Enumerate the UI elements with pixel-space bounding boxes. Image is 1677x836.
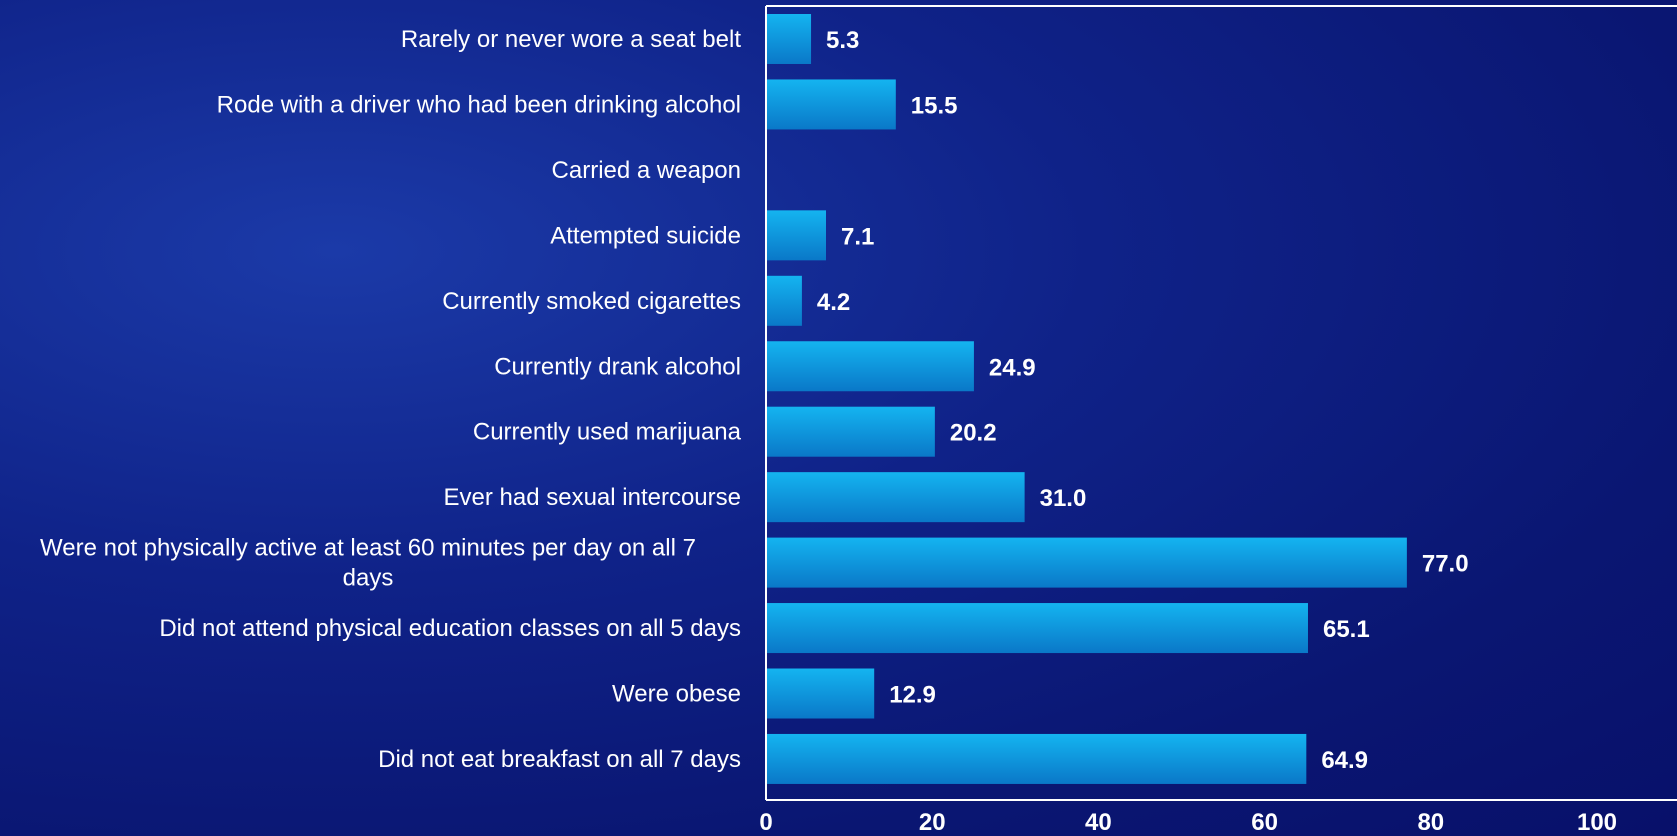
category-label-12: Did not eat breakfast on all 7 days <box>378 746 741 773</box>
category-label-1: Rarely or never wore a seat belt <box>401 26 741 53</box>
x-tick-label-20: 20 <box>919 809 946 836</box>
x-axis-ticks: 0 20 40 60 80 100 <box>759 809 1617 836</box>
bar-2 <box>767 79 896 130</box>
value-label-10: 65.1 <box>1323 616 1370 643</box>
value-label-9: 77.0 <box>1422 551 1469 578</box>
value-labels: 5.3 15.5 7.1 4.2 24.9 20.2 31.0 77.0 65.1 12.9 64.… <box>817 27 1469 774</box>
value-label-1: 5.3 <box>826 27 859 54</box>
value-label-4: 7.1 <box>841 223 874 250</box>
category-label-9: Were not physically active at least 60 m… <box>40 535 696 592</box>
bars-group <box>767 14 1407 784</box>
category-label-4: Attempted suicide <box>550 222 741 249</box>
value-label-8: 31.0 <box>1040 485 1087 512</box>
bar-6 <box>767 341 974 392</box>
category-label-line: Were not physically active at least 60 m… <box>40 535 696 562</box>
value-label-2: 15.5 <box>911 92 958 119</box>
bar-8 <box>767 472 1025 523</box>
category-label-3: Carried a weapon <box>552 157 741 184</box>
value-label-5: 4.2 <box>817 289 850 316</box>
bar-9 <box>767 537 1407 588</box>
category-labels: Rarely or never wore a seat belt Rode wit… <box>40 26 742 773</box>
bar-7 <box>767 406 935 457</box>
category-label-6: Currently drank alcohol <box>494 353 741 380</box>
value-label-11: 12.9 <box>889 682 936 709</box>
x-tick-label-0: 0 <box>759 809 772 836</box>
category-label-line: days <box>343 565 394 592</box>
value-label-12: 64.9 <box>1321 747 1368 774</box>
category-label-5: Currently smoked cigarettes <box>442 288 741 315</box>
category-label-7: Currently used marijuana <box>473 419 742 446</box>
x-tick-label-40: 40 <box>1085 809 1112 836</box>
x-tick-label-80: 80 <box>1417 809 1444 836</box>
value-label-6: 24.9 <box>989 354 1036 381</box>
bar-1 <box>767 14 812 64</box>
bar-5 <box>767 275 802 326</box>
x-tick-label-100: 100 <box>1577 809 1617 836</box>
bar-4 <box>767 210 827 261</box>
category-label-11: Were obese <box>612 681 741 708</box>
bar-10 <box>767 603 1308 654</box>
category-label-2: Rode with a driver who had been drinking… <box>217 91 741 118</box>
category-label-8: Ever had sexual intercourse <box>444 484 742 511</box>
bar-11 <box>767 668 875 719</box>
category-label-10: Did not attend physical education classe… <box>159 615 741 642</box>
bar-12 <box>767 733 1307 784</box>
value-label-7: 20.2 <box>950 420 997 447</box>
x-tick-label-60: 60 <box>1251 809 1278 836</box>
plot-frame <box>765 5 1677 801</box>
